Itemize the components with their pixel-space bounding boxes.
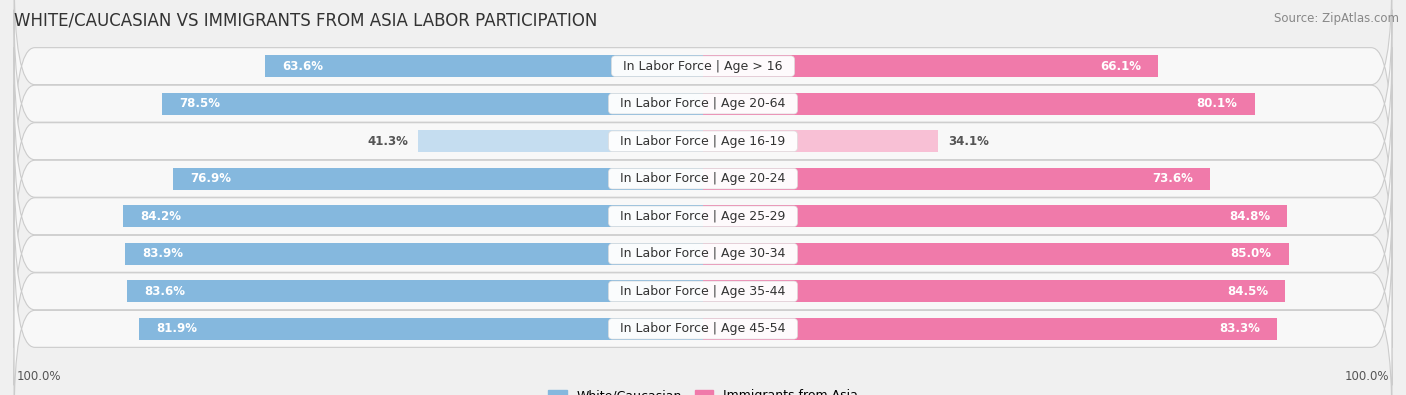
Text: Source: ZipAtlas.com: Source: ZipAtlas.com xyxy=(1274,12,1399,25)
Text: 83.9%: 83.9% xyxy=(142,247,183,260)
Text: In Labor Force | Age 25-29: In Labor Force | Age 25-29 xyxy=(612,210,794,223)
Text: In Labor Force | Age 30-34: In Labor Force | Age 30-34 xyxy=(612,247,794,260)
Text: 84.8%: 84.8% xyxy=(1229,210,1270,223)
FancyBboxPatch shape xyxy=(14,0,1392,160)
Text: In Labor Force | Age 20-64: In Labor Force | Age 20-64 xyxy=(612,97,794,110)
Text: In Labor Force | Age 45-54: In Labor Force | Age 45-54 xyxy=(612,322,794,335)
Text: 63.6%: 63.6% xyxy=(283,60,323,73)
Text: WHITE/CAUCASIAN VS IMMIGRANTS FROM ASIA LABOR PARTICIPATION: WHITE/CAUCASIAN VS IMMIGRANTS FROM ASIA … xyxy=(14,12,598,30)
Bar xyxy=(173,168,703,190)
Text: 85.0%: 85.0% xyxy=(1230,247,1271,260)
Legend: White/Caucasian, Immigrants from Asia: White/Caucasian, Immigrants from Asia xyxy=(543,384,863,395)
FancyBboxPatch shape xyxy=(14,47,1392,235)
Text: 81.9%: 81.9% xyxy=(156,322,197,335)
Bar xyxy=(703,55,1159,77)
Bar xyxy=(125,243,703,265)
Text: 41.3%: 41.3% xyxy=(367,135,408,148)
Text: 100.0%: 100.0% xyxy=(17,370,62,383)
FancyBboxPatch shape xyxy=(14,160,1392,348)
Text: In Labor Force | Age 35-44: In Labor Force | Age 35-44 xyxy=(612,285,794,298)
Text: 83.3%: 83.3% xyxy=(1219,322,1260,335)
Bar xyxy=(419,130,703,152)
Text: 73.6%: 73.6% xyxy=(1152,172,1192,185)
Bar xyxy=(703,243,1289,265)
FancyBboxPatch shape xyxy=(14,197,1392,386)
Bar xyxy=(139,318,703,340)
Bar xyxy=(703,168,1211,190)
Text: 80.1%: 80.1% xyxy=(1197,97,1237,110)
Text: 100.0%: 100.0% xyxy=(1344,370,1389,383)
Text: 84.5%: 84.5% xyxy=(1227,285,1268,298)
Bar xyxy=(264,55,703,77)
Bar xyxy=(703,205,1288,227)
Text: 78.5%: 78.5% xyxy=(180,97,221,110)
Bar xyxy=(703,318,1277,340)
FancyBboxPatch shape xyxy=(14,85,1392,273)
Text: In Labor Force | Age 16-19: In Labor Force | Age 16-19 xyxy=(613,135,793,148)
Text: In Labor Force | Age 20-24: In Labor Force | Age 20-24 xyxy=(612,172,794,185)
FancyBboxPatch shape xyxy=(14,235,1392,395)
Bar xyxy=(162,93,703,115)
Text: 34.1%: 34.1% xyxy=(948,135,990,148)
Bar xyxy=(703,280,1285,302)
Text: In Labor Force | Age > 16: In Labor Force | Age > 16 xyxy=(616,60,790,73)
Text: 76.9%: 76.9% xyxy=(190,172,232,185)
Bar xyxy=(703,93,1254,115)
Bar xyxy=(127,280,703,302)
FancyBboxPatch shape xyxy=(14,122,1392,310)
FancyBboxPatch shape xyxy=(14,9,1392,198)
Text: 84.2%: 84.2% xyxy=(141,210,181,223)
Text: 83.6%: 83.6% xyxy=(145,285,186,298)
Text: 66.1%: 66.1% xyxy=(1099,60,1142,73)
Bar xyxy=(122,205,703,227)
Bar xyxy=(703,130,938,152)
